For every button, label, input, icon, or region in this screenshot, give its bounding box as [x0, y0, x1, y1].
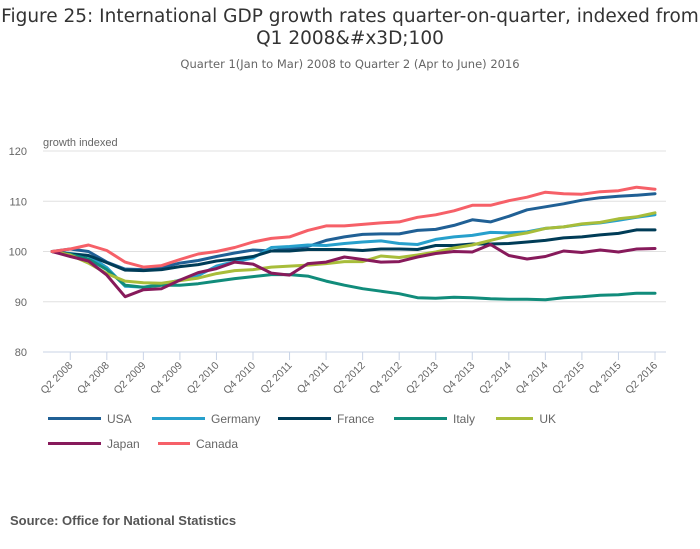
x-axis: Q2 2008 Q4 2008 Q2 2009 Q4 2009 Q2 2010 Q4 20…: [38, 352, 660, 397]
legend-swatch: [158, 442, 190, 445]
legend-item-france[interactable]: France: [278, 412, 394, 426]
series-line-canada: [50, 185, 657, 269]
x-tick-label: Q2 2016: [623, 360, 660, 397]
x-tick-label: Q4 2008: [75, 360, 112, 397]
legend-label: Germany: [211, 411, 261, 426]
legend-swatch: [496, 417, 534, 420]
legend-label: Italy: [453, 411, 476, 426]
legend: USA Germany France Italy UK Japan Canada: [48, 406, 648, 456]
legend-swatch: [394, 417, 447, 420]
x-tick-label: Q2 2014: [477, 360, 514, 397]
legend-row: USA Germany France Italy UK: [48, 406, 648, 431]
series-line-uk: [50, 211, 657, 285]
legend-item-germany[interactable]: Germany: [152, 412, 278, 426]
series-lines: [50, 185, 657, 302]
series-line-france: [50, 228, 657, 273]
y-axis: 80 90 100 110 120: [9, 146, 27, 359]
x-tick-label: Q2 2015: [550, 360, 587, 397]
y-tick-label: 90: [15, 297, 27, 309]
y-axis-label: growth indexed: [43, 137, 118, 149]
legend-swatch: [278, 417, 331, 420]
legend-item-italy[interactable]: Italy: [394, 412, 496, 426]
y-tick-label: 100: [9, 247, 27, 259]
legend-item-canada[interactable]: Canada: [158, 437, 238, 451]
legend-item-japan[interactable]: Japan: [48, 437, 158, 451]
series-line-italy: [50, 250, 657, 302]
legend-row: Japan Canada: [48, 431, 648, 456]
source-note: Source: Office for National Statistics: [10, 513, 237, 528]
legend-label: USA: [107, 411, 132, 426]
y-tick-label: 110: [9, 196, 27, 208]
x-tick-label: Q4 2011: [295, 360, 332, 397]
x-tick-label: Q2 2010: [185, 360, 222, 397]
x-tick-label: Q4 2013: [440, 360, 477, 397]
x-tick-label: Q4 2012: [367, 360, 404, 397]
legend-item-usa[interactable]: USA: [48, 412, 152, 426]
x-tick-label: Q2 2013: [404, 360, 441, 397]
x-tick-label: Q4 2015: [587, 360, 624, 397]
x-tick-label: Q2 2009: [112, 360, 149, 397]
series-line-japan: [50, 243, 657, 299]
x-tick-label: Q2 2008: [38, 360, 75, 397]
x-tick-label: Q4 2010: [221, 360, 258, 397]
legend-label: France: [337, 411, 375, 426]
legend-label: UK: [539, 411, 556, 426]
x-tick-label: Q4 2009: [148, 360, 185, 397]
x-tick-label: Q2 2012: [331, 360, 368, 397]
x-tick-label: Q4 2014: [514, 360, 551, 397]
y-tick-label: 120: [9, 146, 27, 158]
chart-subtitle: Quarter 1(Jan to Mar) 2008 to Quarter 2 …: [180, 57, 520, 71]
legend-swatch: [152, 417, 205, 420]
legend-label: Japan: [107, 436, 140, 451]
legend-item-uk[interactable]: UK: [496, 412, 556, 426]
legend-swatch: [48, 417, 101, 420]
legend-label: Canada: [195, 436, 238, 451]
x-tick-label: Q2 2011: [258, 360, 295, 397]
chart-title: Figure 25: International GDP growth rate…: [1, 6, 699, 49]
gridlines: [43, 150, 666, 353]
y-tick-label: 80: [15, 347, 27, 359]
legend-swatch: [48, 442, 101, 445]
